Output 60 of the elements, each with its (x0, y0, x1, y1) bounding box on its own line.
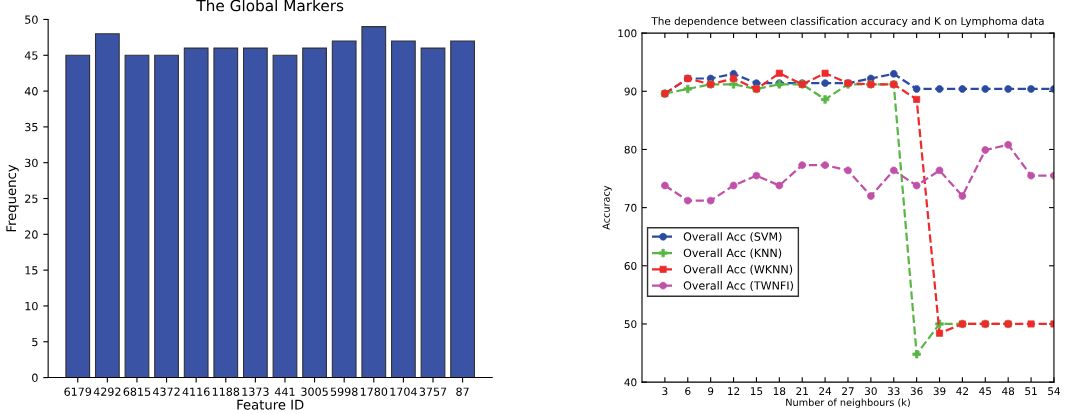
x-axis-title: Feature ID (237, 399, 304, 410)
y-axis-title: Frequency (6, 164, 19, 232)
y-tick-label: 10 (25, 301, 38, 311)
x-tick-label: 42 (956, 387, 968, 395)
legend-label: Overall Acc (TWNFI) (683, 281, 793, 292)
legend-label: Overall Acc (SVM) (683, 232, 782, 243)
x-tick-label: 4116 (182, 387, 210, 396)
x-tick-label: 3 (662, 387, 668, 396)
x-tick-label: 1373 (242, 387, 269, 396)
x-tick-label: 30 (865, 387, 877, 396)
x-tick-label: 4292 (93, 387, 121, 396)
x-tick-label: 1188 (212, 387, 240, 396)
y-tick-label: 5 (32, 337, 38, 347)
y-tick-label: 50 (624, 320, 637, 329)
y-tick-label: 50 (25, 15, 38, 24)
x-tick-label: 36 (910, 387, 923, 396)
y-tick-label: 70 (624, 203, 637, 212)
x-tick-label: 6 (685, 387, 691, 396)
x-tick-label: 3005 (301, 387, 328, 396)
y-tick-label: 15 (25, 266, 38, 275)
x-tick-label: 87 (456, 387, 469, 396)
x-tick-label: 18 (773, 387, 786, 396)
y-axis-title: Accuracy (602, 185, 612, 230)
x-tick-label: 1780 (360, 387, 388, 396)
x-tick-label: 33 (887, 387, 900, 396)
y-tick-label: 80 (624, 145, 637, 154)
x-tick-label: 15 (750, 387, 763, 396)
y-tick-label: 30 (25, 158, 38, 168)
x-tick-label: 51 (1025, 387, 1037, 396)
x-axis-title: Number of neighbours (k) (786, 398, 910, 408)
y-tick-label: 20 (25, 230, 38, 239)
y-tick-label: 60 (624, 262, 637, 270)
chart-title: The dependence between classification accuracy and K on Lymphoma data (651, 16, 1044, 27)
legend-label: Overall Acc (WKNN) (683, 264, 793, 275)
x-tick-label: 45 (979, 387, 992, 396)
y-tick-label: 40 (624, 378, 637, 387)
chart-title: The Global Markers (196, 0, 344, 12)
y-tick-label: 35 (25, 122, 38, 132)
x-tick-label: 54 (1048, 387, 1060, 396)
y-tick-label: 90 (624, 87, 637, 96)
x-tick-label: 5998 (330, 387, 358, 396)
y-tick-label: 45 (24, 51, 38, 60)
x-tick-label: 4372 (152, 387, 180, 396)
y-tick-label: 0 (32, 373, 38, 382)
y-tick-label: 100 (618, 29, 637, 38)
x-tick-label: 27 (842, 387, 854, 395)
x-tick-label: 21 (796, 387, 808, 395)
x-tick-label: 6815 (123, 387, 151, 396)
x-tick-label: 441 (274, 387, 295, 396)
legend-label: Overall Acc (KNN) (683, 248, 782, 259)
x-tick-label: 9 (708, 387, 714, 396)
y-tick-label: 25 (25, 194, 38, 203)
x-tick-label: 6179 (64, 387, 92, 396)
x-tick-label: 39 (933, 387, 946, 396)
y-tick-label: 40 (24, 87, 38, 96)
x-tick-label: 24 (819, 387, 832, 395)
x-tick-label: 12 (728, 387, 740, 395)
x-tick-label: 1704 (390, 387, 417, 396)
x-tick-label: 48 (1002, 387, 1015, 396)
x-tick-label: 3757 (419, 387, 447, 396)
